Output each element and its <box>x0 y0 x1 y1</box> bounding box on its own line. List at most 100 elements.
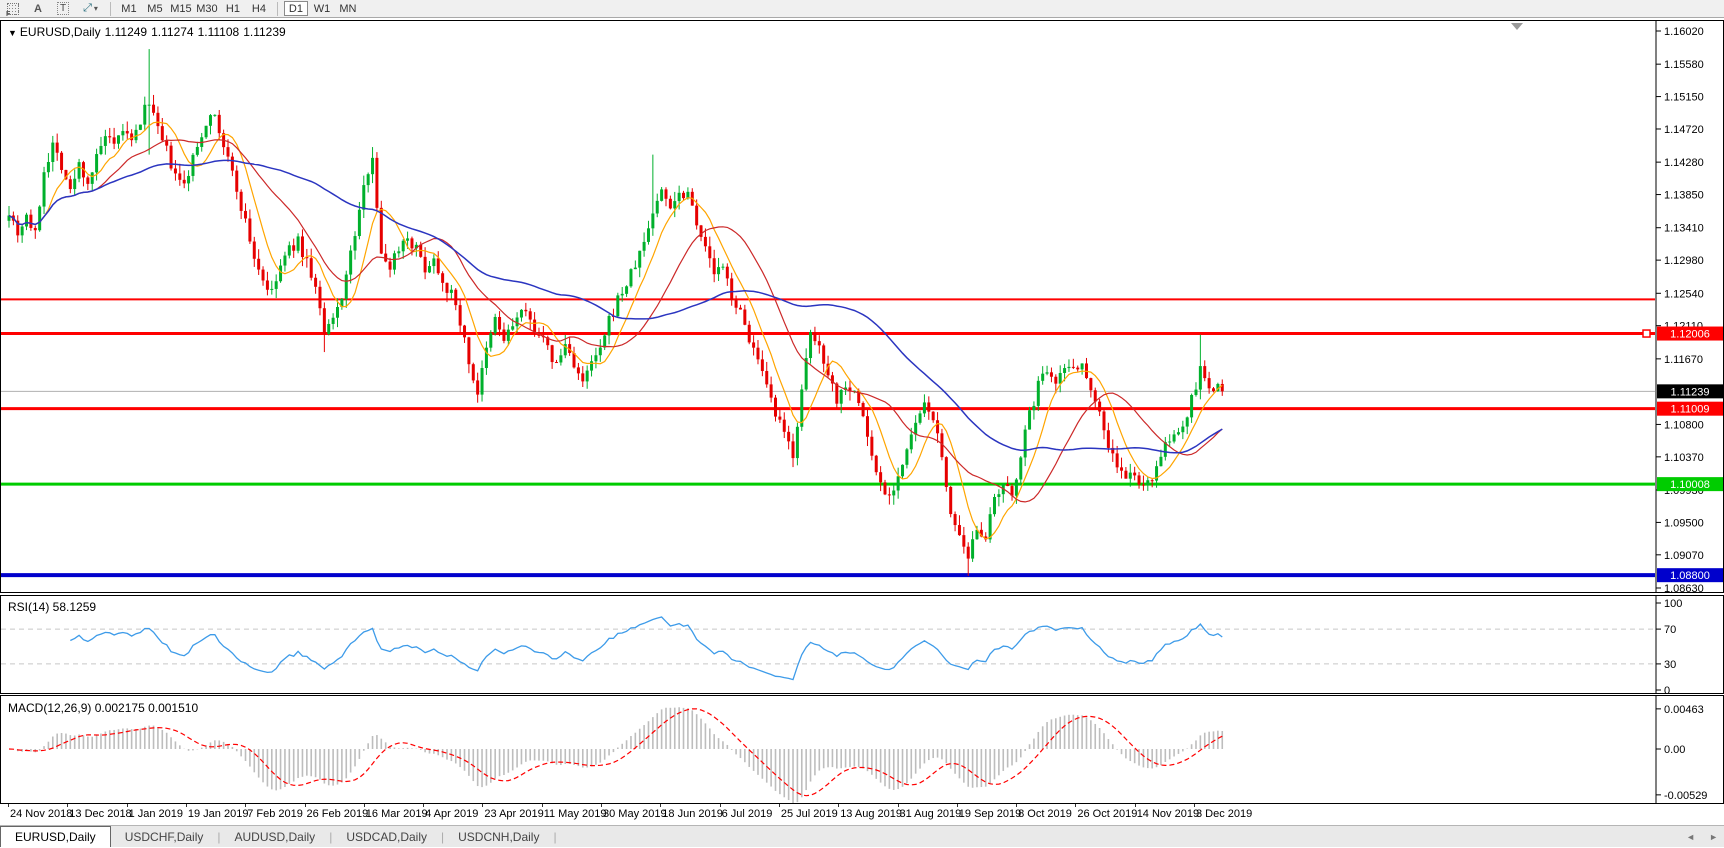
price-tick: 1.10800 <box>1664 419 1704 431</box>
date-tick <box>541 804 543 807</box>
chart-shift-marker[interactable] <box>1511 23 1523 30</box>
timeframe-button-m30[interactable]: M30 <box>196 2 218 15</box>
price-label: 1.08800 <box>1670 570 1710 582</box>
tab-nav: ◄ ► <box>1686 826 1718 848</box>
price-label: 1.11239 <box>1671 386 1710 398</box>
price-tick: 1.12540 <box>1664 288 1704 300</box>
date-label: 14 Nov 2019 <box>1136 808 1200 820</box>
price-tick: 1.16020 <box>1664 26 1704 38</box>
tab-usdcad-daily[interactable]: USDCAD,Daily <box>346 829 427 844</box>
tab-eurusd-daily[interactable]: EURUSD,Daily <box>0 826 111 847</box>
date-label: 7 Feb 2019 <box>247 808 303 820</box>
timeframe-button-h4[interactable]: H4 <box>251 2 266 15</box>
price-tick: 1.08630 <box>1664 583 1704 594</box>
timeframe-button-m1[interactable]: M1 <box>121 2 137 15</box>
macd-tick: -0.00529 <box>1664 790 1707 802</box>
tab-audusd-daily[interactable]: AUDUSD,Daily <box>234 829 316 844</box>
date-label: 19 Jan 2019 <box>187 808 249 820</box>
date-tick <box>1016 804 1018 807</box>
rsi-tick: 0 <box>1664 685 1670 695</box>
price-label: 1.10008 <box>1670 479 1710 491</box>
main-panel-border <box>0 20 1724 593</box>
ohlc-open: 1.11249 <box>104 25 148 39</box>
chart-window[interactable]: ▼ EURUSD,Daily 1.11249 1.11274 1.11108 1.1123… <box>0 19 1724 825</box>
tab-usdchf-daily[interactable]: USDCHF,Daily <box>124 829 204 844</box>
date-tick <box>185 804 187 807</box>
rsi-tick: 100 <box>1664 598 1682 610</box>
tab-divider: | <box>441 829 445 844</box>
text-box-icon[interactable]: T <box>52 1 74 17</box>
date-tick <box>601 804 602 807</box>
date-axis[interactable]: 24 Nov 2018 13 Dec 2018 1 Jan 2019 19 Jan 2… <box>0 804 1724 824</box>
date-label: 6 Jul 2019 <box>721 808 773 820</box>
date-tick <box>1075 804 1077 807</box>
arrows-tool-icon[interactable]: ⤢ ▾ <box>83 2 98 14</box>
tab-scroll-left-icon[interactable]: ◄ <box>1686 832 1696 842</box>
price-axis[interactable]: 1.16020 1.15580 1.15150 1.14720 1.14280 1.138… <box>1656 26 1723 594</box>
timeframe-button-w1[interactable]: W1 <box>313 2 331 15</box>
collapse-caret-icon[interactable]: ▼ <box>8 28 17 38</box>
rsi-panel-border <box>0 595 1724 694</box>
price-tick: 1.13850 <box>1664 190 1704 202</box>
date-label: 13 Aug 2019 <box>840 808 902 820</box>
grid-f-icon-glyph: F <box>6 2 19 18</box>
chevron-down-icon[interactable]: ▾ <box>93 4 98 13</box>
date-tick <box>67 804 69 807</box>
date-tick <box>1134 804 1136 807</box>
toolbar-separator <box>109 1 111 16</box>
tab-divider: | <box>217 829 221 844</box>
resistance-line-1.12006-marker[interactable] <box>1642 329 1651 338</box>
rsi-axis[interactable]: 100 70 30 0 <box>1656 598 1682 695</box>
price-tick: 1.09070 <box>1664 550 1704 562</box>
horizontal-lines-layer[interactable] <box>1 298 1655 578</box>
timeframe-button-h1[interactable]: H1 <box>225 2 240 15</box>
price-tick: 1.09500 <box>1664 517 1704 529</box>
rsi-line <box>70 616 1223 681</box>
price-label: 1.11009 <box>1671 404 1710 416</box>
macd-axis[interactable]: 0.00463 0.00 -0.00529 <box>1656 704 1707 802</box>
price-tick: 1.15150 <box>1664 92 1704 104</box>
date-tick <box>245 804 247 807</box>
macd-signal-line <box>8 708 1223 797</box>
timeframe-button-m5[interactable]: M5 <box>147 2 163 15</box>
chart-title: ▼ EURUSD,Daily 1.11249 1.11274 1.11108 1.1123… <box>8 25 290 39</box>
date-tick <box>8 804 9 807</box>
date-label: 26 Oct 2019 <box>1077 808 1138 820</box>
date-label: 11 May 2019 <box>543 808 607 820</box>
tab-usdcnh-daily[interactable]: USDCNH,Daily <box>458 829 540 844</box>
date-tick <box>956 804 958 807</box>
price-label-bg <box>1657 568 1723 583</box>
date-label: 26 Feb 2019 <box>306 808 369 820</box>
grid-f-icon[interactable]: F <box>2 1 24 18</box>
date-tick <box>838 804 840 807</box>
moving-averages-layer <box>8 121 1223 540</box>
date-tick <box>126 804 128 807</box>
date-tick <box>482 804 484 807</box>
tab-scroll-right-icon[interactable]: ► <box>1709 832 1718 842</box>
price-label-bg <box>1657 477 1723 492</box>
date-label: 8 Oct 2019 <box>1018 808 1072 820</box>
text-label-icon[interactable]: A <box>34 2 42 15</box>
timeframe-group: M1 M5 M15 M30 H1 H4 D1 W1 MN <box>116 1 361 16</box>
date-tick <box>719 804 721 807</box>
rsi-panel-svg[interactable]: 100 70 30 0 <box>0 595 1724 695</box>
timeframe-button-m15[interactable]: M15 <box>170 2 192 15</box>
date-label: 25 Jul 2019 <box>780 808 838 820</box>
price-label-bg <box>1657 384 1723 399</box>
timeframe-button-mn[interactable]: MN <box>339 2 357 15</box>
date-label: 16 Mar 2019 <box>365 808 428 820</box>
timeframe-button-d1[interactable]: D1 <box>283 1 308 16</box>
main-chart-svg[interactable]: 1.16020 1.15580 1.15150 1.14720 1.14280 1.138… <box>0 20 1724 594</box>
date-label: 1 Jan 2019 <box>128 808 184 820</box>
date-label: 19 Sep 2019 <box>958 808 1022 820</box>
ma-slow-line <box>8 159 1223 454</box>
price-tick: 1.14720 <box>1664 124 1704 136</box>
price-label-bg <box>1657 326 1723 341</box>
macd-panel-svg[interactable]: 0.00463 0.00 -0.00529 <box>0 695 1724 805</box>
toolbar-separator <box>276 1 278 16</box>
ohlc-low: 1.11108 <box>197 25 240 39</box>
date-label: 24 Nov 2018 <box>10 808 73 820</box>
price-tick: 1.11670 <box>1664 354 1703 366</box>
chart-tab-bar: EURUSD,Daily USDCHF,Daily | AUDUSD,Daily | US… <box>0 825 1724 847</box>
date-label: 30 May 2019 <box>603 808 667 820</box>
